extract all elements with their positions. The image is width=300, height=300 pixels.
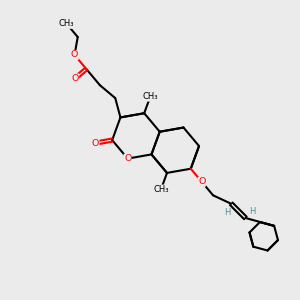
Text: O: O bbox=[124, 154, 131, 163]
Text: CH₃: CH₃ bbox=[142, 92, 158, 101]
Text: O: O bbox=[198, 177, 206, 186]
Text: O: O bbox=[71, 74, 79, 83]
Text: H: H bbox=[224, 208, 230, 217]
Text: H: H bbox=[249, 207, 255, 216]
Text: O: O bbox=[92, 139, 99, 148]
Text: CH₃: CH₃ bbox=[59, 20, 74, 28]
Text: O: O bbox=[71, 50, 78, 59]
Text: CH₃: CH₃ bbox=[153, 185, 169, 194]
